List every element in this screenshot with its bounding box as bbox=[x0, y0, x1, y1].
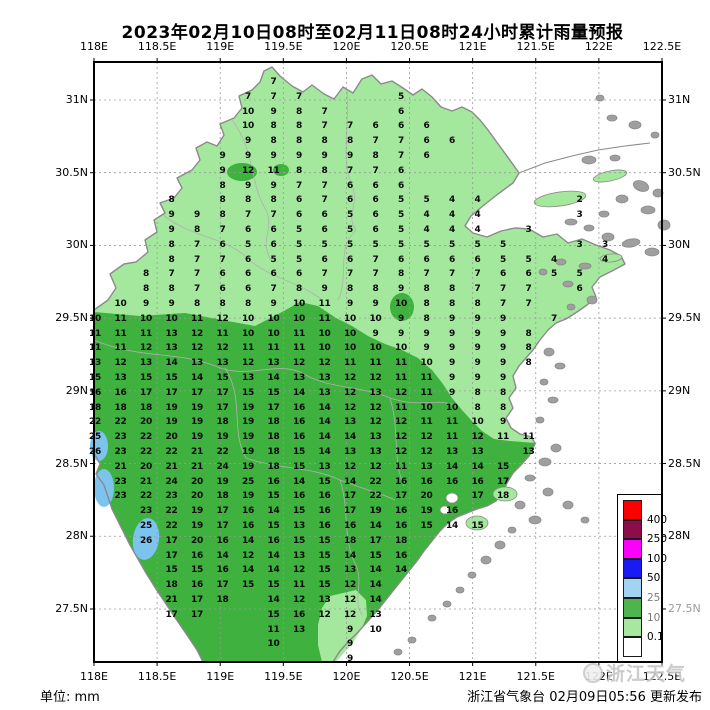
lat-label-right: 28.5N bbox=[668, 456, 701, 470]
lat-label-right: 29.5N bbox=[668, 311, 701, 325]
lat-label-left: 29.5N bbox=[55, 311, 88, 325]
watermark: 浙江天气 bbox=[583, 659, 686, 686]
lon-label-bottom: 119E bbox=[206, 670, 235, 683]
islands bbox=[393, 94, 671, 656]
legend-label: 10 bbox=[647, 611, 661, 624]
lat-label-left: 30.5N bbox=[55, 165, 88, 179]
issuer-label: 浙江省气象台 02月09日05:56 更新发布 bbox=[467, 690, 702, 705]
lat-label-left: 30N bbox=[65, 238, 88, 252]
light-rain-south-tip bbox=[318, 590, 367, 662]
lon-label-bottom: 118E bbox=[80, 670, 108, 683]
rain-blob-center-10mm bbox=[390, 293, 414, 321]
legend-swatch bbox=[623, 558, 642, 579]
lon-label-top: 118.5E bbox=[137, 40, 177, 53]
lat-label-left: 27.5N bbox=[55, 601, 88, 615]
lat-label-right: 31N bbox=[668, 93, 691, 106]
rain-blob-north-12mm bbox=[227, 163, 257, 181]
lat-label-right: 30.5N bbox=[668, 165, 701, 179]
lon-label-top: 119E bbox=[206, 40, 235, 53]
rain-patch-25mm-a bbox=[90, 431, 108, 461]
legend-swatch bbox=[623, 637, 642, 657]
map-frame bbox=[93, 61, 663, 663]
unit-label: 单位: mm bbox=[40, 690, 100, 705]
lon-label-bottom: 119.5E bbox=[264, 670, 303, 683]
legend-label: 50 bbox=[647, 572, 661, 585]
prefecture-boundaries bbox=[93, 89, 456, 616]
lon-label-top: 122.5E bbox=[642, 40, 682, 53]
lon-label-bottom: 120.5E bbox=[390, 670, 429, 683]
lat-label-left: 28.5N bbox=[55, 456, 88, 470]
lon-label-bottom: 121E bbox=[458, 670, 487, 683]
watermark-text: 浙江天气 bbox=[606, 663, 687, 685]
lon-label-bottom: 120E bbox=[332, 670, 361, 683]
rain-patch-25mm-c bbox=[132, 518, 160, 560]
lon-label-top: 118E bbox=[80, 40, 108, 53]
legend-swatch bbox=[623, 500, 642, 520]
lon-label-bottom: 122.5E bbox=[642, 670, 682, 683]
legend-swatch bbox=[623, 598, 642, 618]
legend-swatch bbox=[623, 617, 642, 638]
legend-label: 400 bbox=[647, 513, 668, 526]
legend-panel: 400 250 100 50 25 10 0.1 bbox=[617, 494, 667, 662]
lat-label-left: 29N bbox=[65, 383, 88, 397]
axis-ticks bbox=[90, 58, 666, 666]
lon-label-top: 120.5E bbox=[390, 40, 429, 53]
lat-label-right: 28N bbox=[668, 529, 691, 543]
bay-north-shore bbox=[518, 142, 651, 174]
legend-swatch bbox=[623, 539, 642, 559]
legend-label: 250 bbox=[647, 533, 668, 546]
legend-label: 25 bbox=[647, 592, 661, 604]
lon-label-top: 119.5E bbox=[264, 40, 303, 53]
map-title: 2023年02月10日08时至02月11日08时24小时累计雨量预报 bbox=[121, 23, 624, 43]
lon-label-top: 122E bbox=[584, 40, 613, 53]
lon-label-bottom: 118.5E bbox=[137, 670, 177, 683]
legend-swatch bbox=[623, 519, 642, 540]
lon-label-bottom: 121.5E bbox=[516, 670, 555, 683]
lat-label-left: 28N bbox=[65, 529, 88, 543]
rain-blob-north-11mm bbox=[273, 164, 289, 176]
heavy-rain-region-10mm bbox=[94, 302, 535, 662]
legend-label: 0.1 bbox=[647, 631, 664, 644]
sun-icon bbox=[583, 662, 603, 683]
lon-label-top: 121.5E bbox=[516, 40, 555, 53]
lat-label-right: 29N bbox=[668, 383, 691, 397]
lat-label-left: 31N bbox=[65, 93, 88, 106]
legend-label: 100 bbox=[647, 552, 668, 565]
graticule-gridlines bbox=[94, 62, 662, 662]
lon-label-top: 121E bbox=[458, 40, 487, 53]
lat-label-right: 30N bbox=[668, 238, 691, 252]
legend-swatch bbox=[623, 578, 642, 598]
lat-label-right: 27.5N bbox=[668, 601, 701, 615]
lon-label-top: 120E bbox=[332, 40, 361, 53]
